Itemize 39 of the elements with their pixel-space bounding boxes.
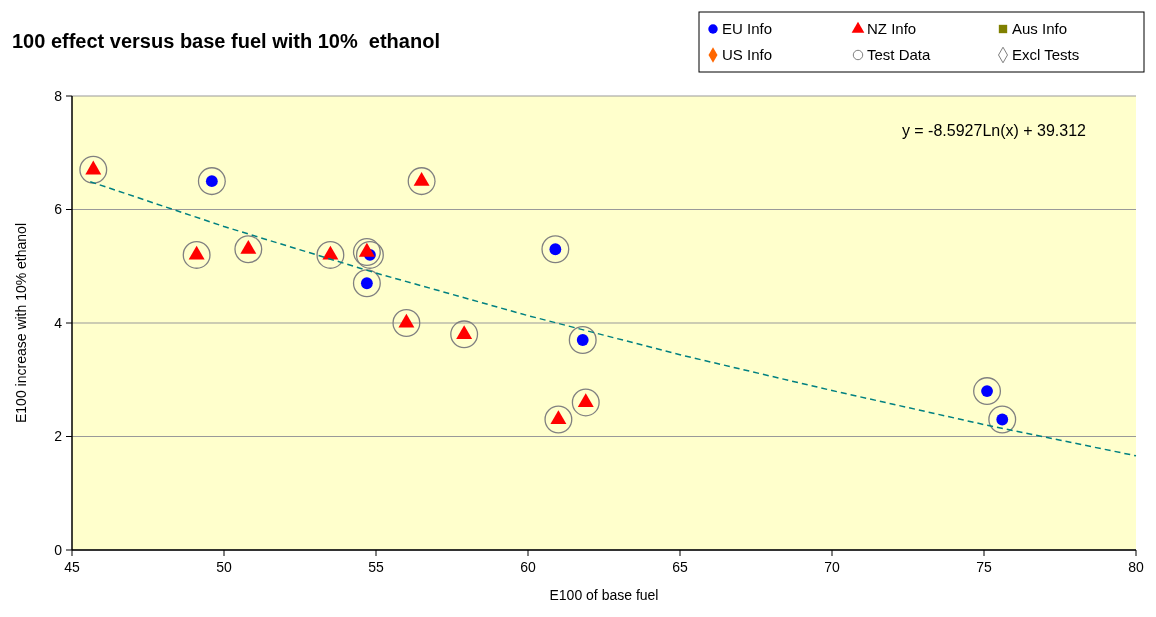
point <box>79 155 108 184</box>
point <box>568 326 597 354</box>
x-tick-label: 75 <box>976 559 992 575</box>
line-series <box>89 180 1137 457</box>
y-tick-label: 6 <box>54 201 63 218</box>
y-tick-label: 2 <box>54 428 63 445</box>
y-axis-title: E100 increase with 10% ethanol <box>13 222 29 424</box>
point <box>988 405 1017 434</box>
legend-label: Test Data <box>867 46 932 64</box>
point <box>973 377 1002 406</box>
annotation: y = -8.5927Ln(x) + 39.312 <box>901 122 1087 139</box>
x-tick-label: 65 <box>672 559 688 575</box>
legend-label: Excl Tests <box>1012 46 1080 64</box>
point <box>182 240 211 269</box>
y-tick-label: 4 <box>54 314 63 331</box>
point <box>571 388 600 417</box>
x-tick-label: 70 <box>824 559 840 575</box>
point <box>234 235 263 264</box>
point <box>197 167 226 196</box>
legend-label: NZ Info <box>867 20 917 38</box>
x-tick-label: 55 <box>368 559 384 575</box>
y-tick-label: 0 <box>54 541 63 558</box>
x-tick-label: 60 <box>520 559 536 575</box>
point <box>316 240 345 269</box>
y-tick-label: 8 <box>54 87 63 104</box>
x-axis-title: E100 of base fuel <box>549 587 659 603</box>
legend-label: Aus Info <box>1012 20 1068 38</box>
chart-title: 100 effect versus base fuel with 10% ethanol <box>12 30 440 52</box>
legend-label: US Info <box>722 46 773 64</box>
point <box>541 235 570 264</box>
point <box>392 309 421 337</box>
point <box>450 320 479 349</box>
x-tick-label: 80 <box>1128 559 1144 575</box>
point <box>352 269 381 298</box>
legend-label: EU Info <box>722 20 773 38</box>
x-tick-label: 45 <box>64 559 80 575</box>
point <box>544 405 573 434</box>
point <box>407 167 436 196</box>
x-tick-label: 50 <box>216 559 232 575</box>
